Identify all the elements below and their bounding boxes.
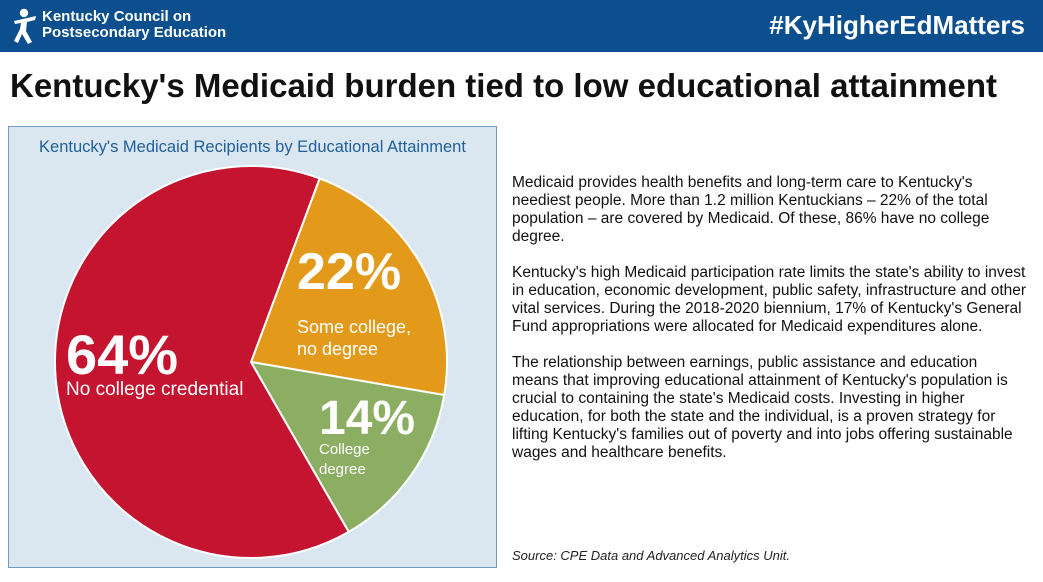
paragraph: Medicaid provides health benefits and lo… (512, 174, 990, 245)
source-note: Source: CPE Data and Advanced Analytics … (512, 548, 790, 563)
chart-panel: Kentucky's Medicaid Recipients by Educat… (8, 126, 497, 568)
paragraph: Kentucky's high Medicaid participation r… (512, 264, 1027, 335)
pie-slice-college-degree (249, 360, 446, 534)
slice-category-label: no degree (297, 339, 378, 359)
slice-category-label: College (319, 441, 370, 458)
page-headline: Kentucky's Medicaid burden tied to low e… (10, 67, 997, 104)
org-name-line1: Kentucky Council on (42, 8, 192, 25)
person-figure-icon (14, 8, 36, 44)
org-name-line2: Postsecondary Education (42, 24, 227, 41)
header-bar: Kentucky Council on Postsecondary Educat… (0, 0, 1043, 52)
hashtag[interactable]: #KyHigherEdMatters (769, 10, 1025, 40)
slice-category-label: Some college, (297, 317, 411, 337)
org-name: Kentucky Council on Postsecondary Educat… (42, 9, 226, 41)
body-text: Medicaid provides health benefits and lo… (512, 174, 1027, 480)
paragraph: The relationship between earnings, publi… (512, 354, 1013, 461)
pie-slice-no-college-credential (54, 164, 351, 559)
slice-category-label: No college credential (66, 379, 243, 400)
slice-percent-label: 64% (66, 323, 178, 386)
chart-title: Kentucky's Medicaid Recipients by Educat… (39, 138, 466, 156)
slice-percent-label: 22% (297, 243, 401, 301)
slice-category-label: degree (319, 461, 366, 478)
pie-chart: 22% Some college,no degree 14%College degre… (54, 164, 449, 559)
slice-percent-label: 14% (319, 392, 415, 445)
cpe-logo[interactable]: Kentucky Council on Postsecondary Educat… (8, 5, 248, 47)
